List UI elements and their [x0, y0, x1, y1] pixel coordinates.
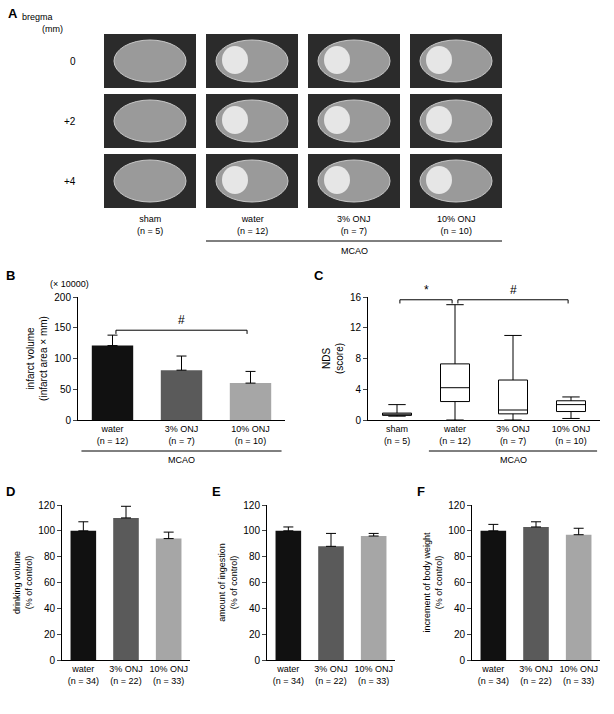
svg-text:120: 120 [38, 500, 55, 511]
svg-text:0: 0 [355, 415, 361, 426]
svg-text:120: 120 [243, 500, 260, 511]
svg-text:3% ONJ(n = 22): 3% ONJ(n = 22) [314, 664, 348, 686]
svg-text:8: 8 [355, 353, 361, 364]
svg-text:100: 100 [448, 525, 465, 536]
svg-text:50: 50 [60, 384, 72, 395]
svg-text:80: 80 [249, 551, 261, 562]
svg-text:100: 100 [54, 353, 71, 364]
svg-text:*: * [424, 283, 429, 297]
svg-text:drinking volume(% of control): drinking volume(% of control) [12, 551, 34, 614]
svg-text:water(n = 34): water(n = 34) [68, 664, 99, 686]
svg-text:sham(n = 5): sham(n = 5) [137, 214, 163, 236]
svg-text:#: # [178, 313, 185, 327]
svg-text:100: 100 [243, 525, 260, 536]
svg-text:10% ONJ(n = 10): 10% ONJ(n = 10) [437, 214, 476, 236]
svg-text:water(n = 34): water(n = 34) [478, 664, 509, 686]
svg-text:C: C [314, 268, 324, 283]
svg-text:E: E [212, 484, 221, 499]
svg-text:F: F [417, 484, 425, 499]
svg-text:0: 0 [70, 56, 76, 67]
svg-text:12: 12 [350, 322, 362, 333]
svg-text:0: 0 [49, 655, 55, 666]
svg-text:200: 200 [54, 292, 71, 303]
svg-text:150: 150 [54, 322, 71, 333]
svg-text:60: 60 [249, 577, 261, 588]
svg-text:3% ONJ(n = 7): 3% ONJ(n = 7) [337, 214, 371, 236]
svg-text:10% ONJ(n = 10): 10% ONJ(n = 10) [552, 424, 591, 446]
svg-text:A: A [8, 6, 18, 21]
svg-text:(mm): (mm) [42, 24, 63, 34]
svg-text:(× 10000): (× 10000) [50, 279, 89, 289]
svg-text:100: 100 [38, 525, 55, 536]
svg-text:3% ONJ(n = 7): 3% ONJ(n = 7) [496, 424, 530, 446]
svg-text:40: 40 [454, 603, 466, 614]
svg-text:10% ONJ(n = 33): 10% ONJ(n = 33) [354, 664, 393, 686]
svg-text:3% ONJ(n = 22): 3% ONJ(n = 22) [519, 664, 553, 686]
svg-text:water(n = 12): water(n = 12) [237, 214, 268, 236]
svg-text:D: D [6, 484, 15, 499]
svg-text:16: 16 [350, 292, 362, 303]
svg-text:20: 20 [454, 629, 466, 640]
svg-text:10% ONJ(n = 10): 10% ONJ(n = 10) [231, 424, 270, 446]
svg-text:+2: +2 [64, 116, 76, 127]
svg-text:0: 0 [65, 415, 71, 426]
svg-text:60: 60 [44, 577, 56, 588]
svg-text:120: 120 [448, 500, 465, 511]
svg-text:infarct volume(infarct area ×: infarct volume(infarct area × mm) [25, 316, 49, 401]
svg-text:amount of ingestion(% of contr: amount of ingestion(% of control) [217, 543, 239, 622]
svg-text:60: 60 [454, 577, 466, 588]
svg-text:40: 40 [249, 603, 261, 614]
svg-text:water(n = 12): water(n = 12) [439, 424, 470, 446]
svg-text:MCAO: MCAO [168, 455, 195, 465]
svg-text:B: B [6, 268, 15, 283]
svg-text:0: 0 [459, 655, 465, 666]
svg-text:water(n = 12): water(n = 12) [97, 424, 128, 446]
svg-text:10% ONJ(n = 33): 10% ONJ(n = 33) [149, 664, 188, 686]
svg-text:80: 80 [454, 551, 466, 562]
svg-text:bregma: bregma [22, 12, 53, 22]
svg-text:#: # [510, 283, 517, 297]
svg-text:water(n = 34): water(n = 34) [273, 664, 304, 686]
svg-text:MCAO: MCAO [500, 455, 527, 465]
svg-text:80: 80 [44, 551, 56, 562]
svg-text:3% ONJ(n = 7): 3% ONJ(n = 7) [165, 424, 199, 446]
svg-text:0: 0 [254, 655, 260, 666]
svg-text:sham(n = 5): sham(n = 5) [384, 424, 410, 446]
svg-text:MCAO: MCAO [341, 246, 368, 256]
svg-text:+4: +4 [64, 176, 76, 187]
svg-text:increment of body weight(% of: increment of body weight(% of control) [422, 532, 444, 633]
svg-text:3% ONJ(n = 22): 3% ONJ(n = 22) [109, 664, 143, 686]
svg-text:4: 4 [355, 384, 361, 395]
svg-text:NDS(score): NDS(score) [321, 343, 345, 374]
svg-text:20: 20 [249, 629, 261, 640]
svg-text:40: 40 [44, 603, 56, 614]
svg-text:20: 20 [44, 629, 56, 640]
svg-text:10% ONJ(n = 33): 10% ONJ(n = 33) [559, 664, 598, 686]
